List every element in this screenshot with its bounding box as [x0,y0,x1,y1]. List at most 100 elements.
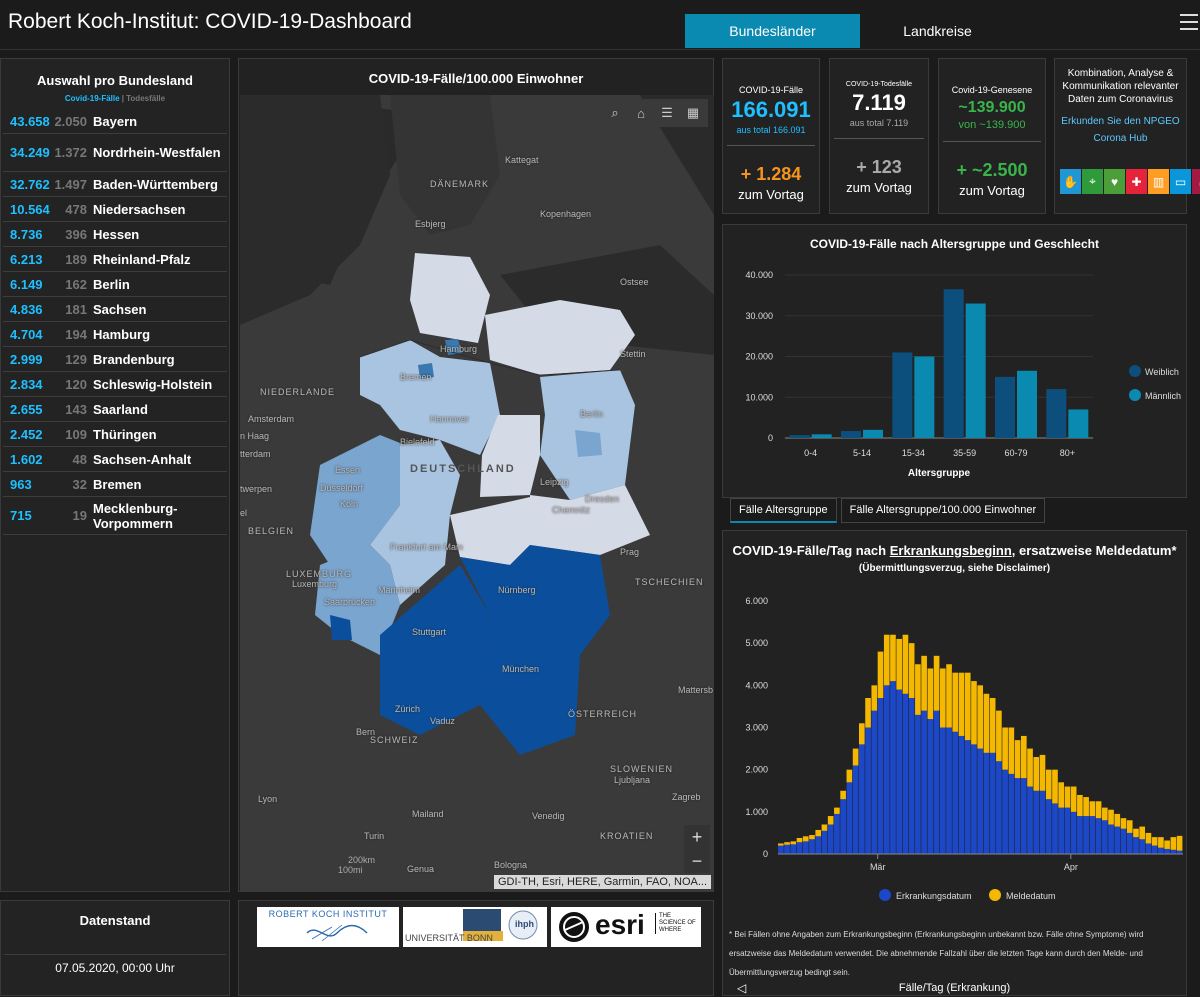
rki-logo-text: ROBERT KOCH INSTITUT [268,909,388,919]
hamburger-menu-icon[interactable] [1180,14,1198,32]
map-label: Hannover [430,414,470,424]
npgeo-link[interactable]: Erkunden Sie den NPGEO [1061,116,1180,127]
state-row[interactable]: 2.999 129 Brandenburg [3,347,227,372]
legend-label: Meldedatum [1006,891,1056,901]
state-row-cases: 6.149 [10,276,43,292]
zoom-in-button[interactable]: + [691,826,703,847]
state-row[interactable]: 963 32 Bremen [3,472,227,497]
state-row[interactable]: 10.564 478 Niedersachsen [3,197,227,222]
map-label: Zürich [395,704,421,714]
age-bar-männlich [914,356,935,438]
school-icon[interactable]: ⌂ [1192,169,1200,194]
state-row[interactable]: 2.834 120 Schleswig-Holstein [3,372,227,397]
home-icon[interactable]: ⌂ [637,105,645,121]
map-view[interactable]: Kattegat DÄNEMARK Esbjerg Kopenhagen Ostsee H… [240,95,714,891]
buildings-icon[interactable]: ▥ [1148,169,1169,194]
legend-deaths: Todesfälle [126,94,166,103]
state-row-name: Baden-Württemberg [93,176,218,192]
zoom-out-button[interactable]: − [691,850,703,871]
basemap-gallery-icon[interactable]: ▦ [686,105,700,120]
state-row-cases: 2.452 [10,426,43,442]
state-row[interactable]: 1.602 48 Sachsen-Anhalt [3,447,227,472]
state-row[interactable]: 2.655 143 Saarland [3,397,227,422]
daily-bar-meldedatum [1102,807,1108,821]
state-row[interactable]: 8.736 396 Hessen [3,222,227,247]
map-label: Hamburg [440,344,478,354]
x-tick-label: Mär [870,862,886,872]
state-row[interactable]: 715 19 Mecklenburg-Vorpommern [3,497,227,535]
state-row[interactable]: 4.704 194 Hamburg [3,322,227,347]
daily-bar-meldedatum [1033,757,1040,791]
age-chart[interactable]: 0 10.000 20.000 30.000 40.000 0-4 5-14 15-34 35-… [723,225,1188,495]
state-row-deaths: 1.497 [54,176,87,192]
state-row[interactable]: 6.213 189 Rheinland-Pfalz [3,247,227,272]
daily-bar-meldedatum [1027,748,1033,787]
state-row[interactable]: 43.658 2.050 Bayern [3,109,227,134]
data-date: 07.05.2020, 00:00 Uhr [55,961,175,975]
search-icon[interactable]: ⌕ [611,105,619,120]
state-mecklenburg-vorpommern [485,300,635,375]
age-chart-panel: COVID-19-Fälle nach Altersgruppe und Ges… [722,224,1187,498]
state-niedersachsen [360,340,500,455]
state-row[interactable]: 4.836 181 Sachsen [3,297,227,322]
state-row[interactable]: 34.249 1.372 Nordrhein-Westfalen [3,134,227,172]
tab-faelle-altersgruppe-100k[interactable]: Fälle Altersgruppe/100.000 Einwohner [840,498,1046,523]
daily-bar-erkrankungsdatum [1058,807,1065,854]
ihph-text: ihph [515,919,534,929]
state-row-cases: 2.834 [10,376,43,392]
map-label: twerpen [240,484,273,494]
daily-bar-meldedatum [1145,832,1152,844]
health-icon[interactable]: ♥ [1104,169,1125,194]
prev-chart-arrow-icon[interactable]: ◁ [737,981,747,995]
y-tick-label: 2.000 [745,765,768,775]
daily-bar-erkrankungsdatum [1014,778,1021,854]
map-panel: COVID-19-Fälle/100.000 Einwohner [238,58,714,892]
map-label: ÖSTERREICH [568,709,638,719]
state-thueringen [450,497,530,565]
legend-label: Männlich [1145,391,1181,401]
daily-bar-erkrankungsdatum [784,844,790,854]
daily-bar-meldedatum [859,723,865,745]
corona-hub-link[interactable]: Corona Hub [1093,133,1148,144]
states-panel-title: Auswahl pro Bundesland [36,73,193,88]
daily-bar-meldedatum [958,672,965,736]
scale-km: 200km [348,855,376,865]
daily-bar-meldedatum [902,634,909,694]
state-row-name: Schleswig-Holstein [93,376,213,392]
daily-bar-erkrankungsdatum [809,839,815,854]
tab-faelle-altersgruppe[interactable]: Fälle Altersgruppe [730,498,837,523]
state-row-cases: 715 [10,508,32,523]
daily-chart[interactable]: 0 1.000 2.000 3.000 4.000 5.000 6.000 Mär Apr Erk… [723,531,1188,921]
daily-bar-meldedatum [989,697,996,753]
state-row[interactable]: 2.452 109 Thüringen [3,422,227,447]
esri-logo[interactable]: esri THE SCIENCE OF WHERE [551,907,701,947]
uni-bonn-logo[interactable]: UNIVERSITÄT BONN ihph [403,907,547,947]
state-row[interactable]: 6.149 162 Berlin [3,272,227,297]
daily-bar-meldedatum [827,816,834,825]
age-chart-title: COVID-19-Fälle nach Altersgruppe und Ges… [810,237,1099,251]
location-icon[interactable]: ⌖ [1082,169,1103,194]
state-row-cases: 963 [10,476,32,492]
daily-bar-erkrankungsdatum [1126,832,1133,854]
vehicle-icon[interactable]: ▭ [1170,169,1191,194]
daily-bar-erkrankungsdatum [1133,837,1139,854]
state-sachsen-anhalt [480,415,540,497]
state-row[interactable]: 32.762 1.497 Baden-Württemberg [3,172,227,197]
map-attribution[interactable]: GDI-TH, Esri, HERE, Garmin, FAO, NOA... [494,875,712,889]
daily-bar-erkrankungsdatum [1070,811,1077,854]
daily-bar-meldedatum [896,638,903,690]
map-label: Ostsee [620,277,649,287]
map-toolbar: ⌕ ⌂ ☰ ▦ [600,99,708,127]
map-label: Vaduz [430,716,455,726]
tab-landkreise[interactable]: Landkreise [903,23,972,39]
legend-list-icon[interactable]: ☰ [661,105,673,120]
medical-icon[interactable]: ✚ [1126,169,1147,194]
hands-icon[interactable]: ✋ [1060,169,1081,194]
rki-logo[interactable]: ROBERT KOCH INSTITUT [257,907,399,947]
daily-chart-footnote: * Bei Fällen ohne Angaben zum Erkrankung… [729,930,1144,977]
map-svg[interactable] [240,95,714,891]
daily-bar-erkrankungsdatum [859,744,865,854]
daily-bar-meldedatum [908,643,915,698]
daily-chart-title-link[interactable]: Erkrankungsbeginn [889,543,1012,558]
tab-bundeslaender[interactable]: Bundesländer [685,14,860,48]
